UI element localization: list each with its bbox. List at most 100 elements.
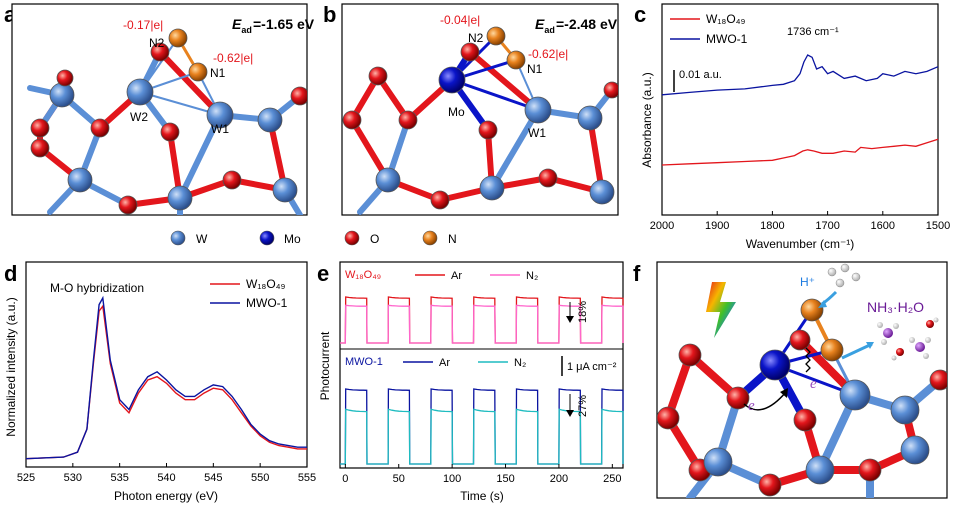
electron-transfer-arrow-icon xyxy=(743,391,787,411)
panel-d-x-ticks: 525 530 535 540 545 550 555 xyxy=(17,463,316,484)
panel-d-legend-1: W₁₈O₄₉ xyxy=(246,277,286,291)
electron-wave-icon xyxy=(805,347,811,373)
proton-cluster-icon xyxy=(827,263,861,288)
panel-e-drop-top-label: 18% xyxy=(577,301,589,323)
panel-e-sub0-series-1 xyxy=(340,304,624,344)
panel-d-xlabel: Photon energy (eV) xyxy=(114,489,218,503)
nh3-molecule-icon xyxy=(877,317,939,361)
panel-d: d 525 530 535 540 545 550 555 Photon energy (e… xyxy=(4,261,316,503)
panel-a-frame xyxy=(11,3,308,216)
svg-text:Ead: Ead xyxy=(535,16,555,35)
panel-c-ylabel: Absorbance (a.u.) xyxy=(640,72,654,167)
panel-e-drop-top: 18% xyxy=(566,301,589,323)
panel-e-drop-bottom-label: 27% xyxy=(577,395,589,417)
panel-c-tick-label-3: 1700 xyxy=(815,220,839,232)
panel-c-series-1 xyxy=(661,54,939,96)
panel-f-e2: e xyxy=(810,376,817,392)
panel-c-annotation: 1736 cm⁻¹ xyxy=(787,26,839,38)
panel-c-xlabel: Wavenumber (cm⁻¹) xyxy=(746,237,855,251)
panel-c-legend-1: W₁₈O₄₉ xyxy=(706,12,746,26)
atom-legend-o: O xyxy=(344,230,379,246)
panel-a-label-n1: N1 xyxy=(210,66,226,80)
panel-e-sub1-series-1 xyxy=(340,408,624,465)
n-atom-icon xyxy=(422,230,438,246)
panel-d-legend: W₁₈O₄₉ MWO-1 xyxy=(210,277,288,310)
panel-c-tick-label-5: 1500 xyxy=(926,220,950,232)
panel-c-letter: c xyxy=(634,2,646,27)
panel-a-ead-value: =-1.65 eV xyxy=(253,16,315,32)
panel-e-x-ticks: 0 50 100 150 200 250 xyxy=(342,464,622,485)
w-atom-icon xyxy=(170,230,186,246)
panel-e-tick-label-0: 0 xyxy=(342,473,348,485)
panel-e-xlabel: Time (s) xyxy=(460,489,504,503)
panel-b-label-n2: N2 xyxy=(468,31,484,45)
panel-c-series xyxy=(661,54,939,166)
panel-c-tick-label-1: 1900 xyxy=(705,220,729,232)
atom-legend-w: W xyxy=(170,230,208,246)
panel-e-tick-label-5: 250 xyxy=(603,473,621,485)
panel-f-nh3: NH₃·H₂O xyxy=(867,299,924,315)
panel-c-series-0 xyxy=(661,138,939,166)
panel-d-tick-label-0: 525 xyxy=(17,472,35,484)
panel-e-series xyxy=(340,296,624,465)
panel-b-label-mo: Mo xyxy=(448,105,465,119)
panel-d-annotation: M-O hybridization xyxy=(50,281,144,295)
panel-d-tick-label-6: 555 xyxy=(298,472,316,484)
panel-a-structure xyxy=(27,28,307,215)
panel-e: e 0 50 100 150 200 250 Time (s) Photocurrent … xyxy=(317,261,624,503)
atom-legend-n: N xyxy=(422,230,457,246)
panel-a-label-n2: N2 xyxy=(149,36,165,50)
panel-e-scale-bar: 1 μA cm⁻² xyxy=(561,356,617,376)
proton-arrowhead-icon xyxy=(818,300,827,308)
panel-a-label-w2: W2 xyxy=(130,110,148,124)
panel-e-tick-label-1: 50 xyxy=(393,473,405,485)
atom-legend: W Mo O N xyxy=(170,230,457,246)
panel-a-ead: Ead =-1.65 eV xyxy=(232,16,315,35)
panel-c-tick-label-2: 1800 xyxy=(760,220,784,232)
panel-c-x-ticks: 2000 1900 1800 1700 1600 1500 xyxy=(650,211,950,232)
panel-e-tick-label-2: 100 xyxy=(443,473,461,485)
panel-e-top-legend-2: N₂ xyxy=(526,270,538,282)
panel-b-charge-n1: -0.62|e| xyxy=(528,47,568,61)
panel-d-tick-label-5: 550 xyxy=(251,472,269,484)
panel-f-h-plus: H⁺ xyxy=(800,275,815,289)
panel-e-top-legend-1: Ar xyxy=(451,270,462,282)
product-arrow-icon xyxy=(841,342,873,360)
panel-b-structure xyxy=(342,26,618,215)
panel-e-letter: e xyxy=(317,261,329,286)
atom-legend-o-label: O xyxy=(370,232,379,246)
panel-d-tick-label-1: 530 xyxy=(64,472,82,484)
panel-d-tick-label-2: 535 xyxy=(110,472,128,484)
panel-c: c 2000 1900 1800 1700 1600 1500 Wavenumber (c… xyxy=(634,2,950,251)
atom-legend-mo: Mo xyxy=(259,230,301,246)
panel-d-tick-label-3: 540 xyxy=(157,472,175,484)
panel-c-plot-area xyxy=(661,3,939,216)
panel-a-label-w1: W1 xyxy=(211,122,229,136)
panel-c-tick-label-4: 1600 xyxy=(871,220,895,232)
panel-c-tick-label-0: 2000 xyxy=(650,220,674,232)
panel-e-bottom-label: MWO-1 xyxy=(345,356,383,368)
panel-b-label-n1: N1 xyxy=(527,62,543,76)
product-arrowhead-icon xyxy=(866,342,874,349)
panel-a-charge-n2: -0.17|e| xyxy=(123,18,163,32)
panel-f-e1: e xyxy=(748,398,755,414)
panel-d-series-1 xyxy=(25,295,307,460)
panel-e-tick-label-4: 200 xyxy=(550,473,568,485)
panel-e-bottom-legend-1: Ar xyxy=(439,357,450,369)
light-bolt-icon xyxy=(706,282,736,338)
panel-d-legend-2: MWO-1 xyxy=(246,296,288,310)
panel-f: f xyxy=(633,261,948,499)
panel-c-legend-2: MWO-1 xyxy=(706,32,748,46)
panel-e-top-label: W₁₈O₄₉ xyxy=(345,269,381,281)
panel-b: b xyxy=(323,2,619,216)
panel-b-ead-value: =-2.48 eV xyxy=(556,16,618,32)
panel-c-legend: W₁₈O₄₉ MWO-1 xyxy=(670,12,748,46)
panel-e-plot-area xyxy=(339,261,624,469)
atom-legend-w-label: W xyxy=(196,232,208,246)
panel-e-drop-bottom: 27% xyxy=(566,394,589,417)
panel-e-bottom-legend: MWO-1 Ar N₂ xyxy=(345,356,526,369)
panel-a: a xyxy=(4,2,315,216)
panel-f-letter: f xyxy=(633,261,641,286)
svg-text:Ead: Ead xyxy=(232,16,252,35)
